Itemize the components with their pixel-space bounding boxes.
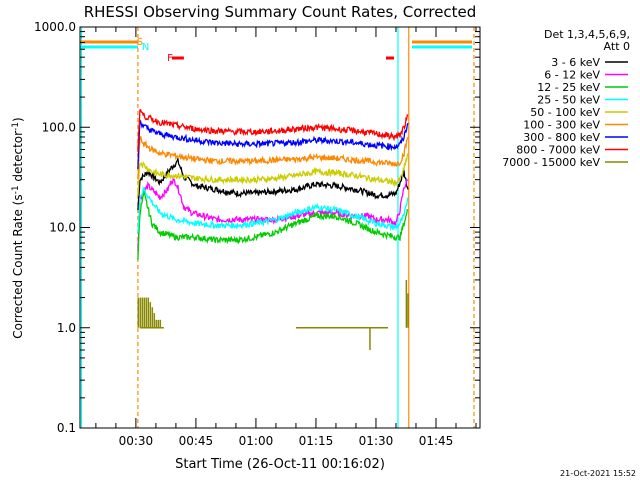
y-axis-label-end: ) — [11, 117, 25, 122]
y-axis-label-mid: detector — [11, 131, 25, 186]
series-line — [137, 119, 409, 170]
legend-label: 7000 - 15000 keV — [502, 156, 600, 169]
y-tick-label: 100.0 — [42, 120, 76, 134]
series-line — [137, 153, 409, 196]
y-tick-label: 1.0 — [57, 321, 76, 335]
x-axis-label: Start Time (26-Oct-11 00:16:02) — [175, 457, 385, 472]
flag-label: F — [167, 53, 173, 64]
series-7 — [137, 108, 409, 152]
legend-label: 12 - 25 keV — [537, 81, 600, 94]
x-tick-label: 00:30 — [119, 434, 154, 448]
y-tick-label: 0.1 — [57, 421, 76, 435]
plot-area: SN F — [80, 27, 475, 428]
legend-label: 300 - 800 keV — [523, 131, 600, 144]
footer-timestamp: 21-Oct-2021 15:52 — [560, 469, 636, 478]
legend-label: 25 - 50 keV — [537, 94, 600, 107]
series-line — [137, 185, 409, 234]
x-tick-label: 01:30 — [359, 434, 394, 448]
legend-label: 3 - 6 keV — [551, 56, 600, 69]
x-tick-labels: 00:30 00:45 01:00 01:15 01:30 01:45 — [119, 434, 454, 448]
y-axis-label-sup1: -1 — [11, 185, 21, 194]
series-6 — [137, 119, 409, 170]
y-axis-label: Corrected Count Rate (s-1 detector-1) — [11, 117, 25, 338]
y-tick-label: 1000.0 — [34, 20, 76, 34]
series-line — [137, 108, 409, 152]
legend-label: 100 - 300 keV — [523, 119, 600, 132]
x-tick-label: 01:15 — [299, 434, 334, 448]
y-axis-label-main: Corrected Count Rate (s — [11, 194, 25, 338]
legend-header-2: Att 0 — [604, 40, 630, 53]
series-0 — [137, 158, 409, 210]
legend-label: 800 - 7000 keV — [516, 144, 600, 157]
series-5 — [137, 136, 409, 180]
x-tick-label: 01:45 — [419, 434, 454, 448]
y-tick-labels: 0.1 1.0 10.0 100.0 1000.0 — [34, 20, 76, 435]
legend-label: 50 - 100 keV — [530, 106, 600, 119]
series-4 — [137, 153, 409, 196]
legend-label: 6 - 12 keV — [544, 69, 600, 82]
series-8 — [137, 279, 409, 350]
series-line — [137, 158, 409, 210]
series-line — [137, 190, 408, 260]
y-axis-label-sup2: -1 — [11, 122, 21, 131]
chart-title: RHESSI Observing Summary Count Rates, Co… — [84, 3, 477, 21]
flag-label: S — [137, 37, 143, 48]
x-tick-label: 01:00 — [239, 434, 274, 448]
x-tick-label: 00:45 — [179, 434, 214, 448]
legend-header-1: Det 1,3,4,5,6,9, — [544, 28, 630, 41]
series-2 — [137, 190, 408, 260]
series-3 — [137, 185, 409, 234]
flag-label: N — [142, 42, 149, 53]
axis-ticks — [80, 27, 480, 429]
y-tick-label: 10.0 — [49, 221, 76, 235]
series-line — [137, 136, 409, 180]
